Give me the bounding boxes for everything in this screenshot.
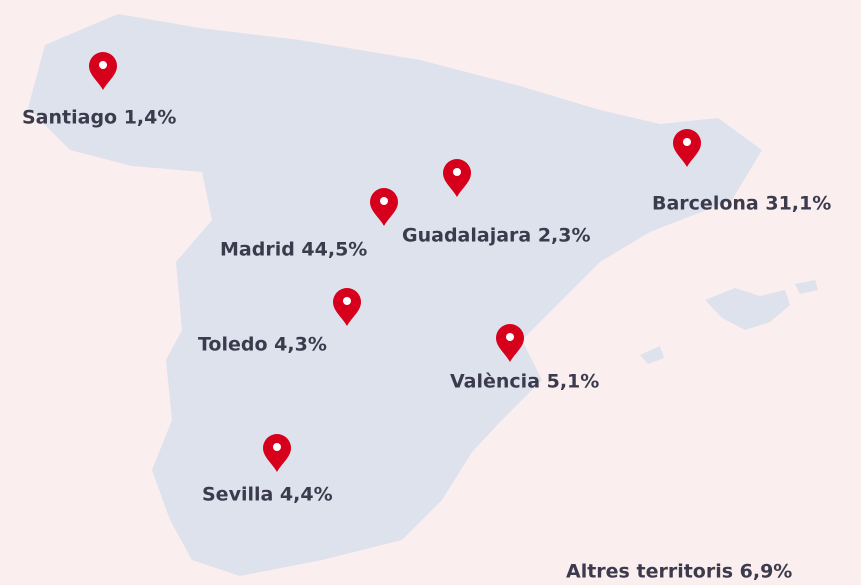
location-label: Guadalajara 2,3% [402,225,591,247]
location-label: Toledo 4,3% [198,334,327,356]
pin-dot [683,138,691,146]
pin-body [333,288,361,326]
pin-body [673,129,701,167]
location-label: Sevilla 4,4% [202,484,333,506]
pin-dot [506,333,514,341]
pin-body [263,434,291,472]
pin-body [89,52,117,90]
other-label: Altres territoris 6,9% [566,561,792,583]
pin [496,324,524,362]
pin [333,288,361,326]
pin [263,434,291,472]
pin-dot [273,443,281,451]
labels: Santiago 1,4% Barcelona 31,1% Guadalajara … [22,107,831,506]
pin-dot [99,61,107,69]
spain-shape [28,14,818,576]
pin-dot [343,297,351,305]
location-label: Barcelona 31,1% [652,193,831,215]
pin-body [443,159,471,197]
location-label: Madrid 44,5% [220,239,367,261]
pin-dot [380,197,388,205]
pin [89,52,117,90]
pin [443,159,471,197]
location-label: València 5,1% [450,371,599,393]
pin [673,129,701,167]
pin-dot [453,168,461,176]
pin-body [370,188,398,226]
pin [370,188,398,226]
pins [89,52,701,472]
pin-body [496,324,524,362]
location-label: Santiago 1,4% [22,107,176,129]
